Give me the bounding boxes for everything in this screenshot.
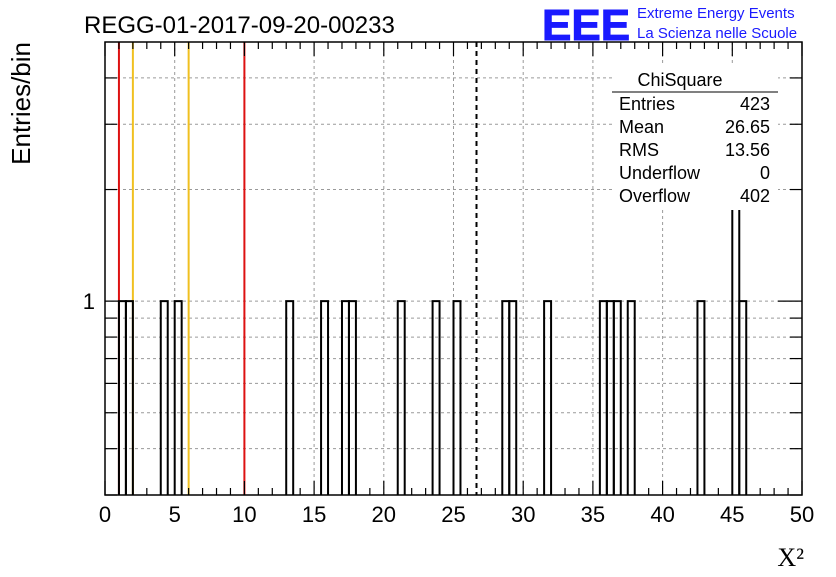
logo-line-1: Extreme Energy Events: [637, 5, 795, 22]
x-tick-label: 30: [511, 502, 535, 527]
y-tick-label: 1: [83, 289, 95, 314]
logo-mark: EEE: [542, 1, 630, 50]
histogram-bar: [396, 300, 406, 495]
logo: EEE Extreme Energy Events La Scienza nel…: [542, 1, 798, 51]
histogram-bar: [452, 300, 462, 495]
histogram-bar: [501, 300, 511, 495]
x-tick-label: 10: [232, 502, 256, 527]
histogram-bar: [124, 300, 134, 495]
histogram-bar: [738, 300, 748, 495]
x-tick-label: 25: [441, 502, 465, 527]
stats-box-rows: Entries 423 Mean 26.65 RMS 13.56 Underflow 0 Ove…: [619, 94, 770, 206]
x-tick-label: 45: [720, 502, 744, 527]
x-tick-label: 15: [302, 502, 326, 527]
histogram-bar: [431, 300, 441, 495]
histogram-bar: [696, 300, 706, 495]
histogram-bar: [117, 300, 127, 495]
stats-row-label: Mean: [619, 117, 664, 137]
histogram-bar: [731, 188, 741, 495]
stats-row-value: 423: [740, 94, 770, 114]
stats-box-bg: [612, 66, 778, 210]
stats-row-value: 26.65: [725, 117, 770, 137]
histogram-bar: [320, 300, 330, 495]
x-axis-label: X²: [777, 543, 804, 572]
y-axis-label: Entries/bin: [6, 42, 36, 165]
histogram-bar: [173, 300, 183, 495]
histogram-bar: [626, 300, 636, 495]
histogram-bar: [598, 300, 608, 495]
stats-row-label: Overflow: [619, 186, 691, 206]
stats-row-label: Underflow: [619, 163, 701, 183]
x-tick-label: 35: [581, 502, 605, 527]
histogram-bar: [340, 300, 350, 495]
x-tick-label: 5: [169, 502, 181, 527]
histogram-bar: [285, 300, 295, 495]
logo-line-2: La Scienza nelle Scuole: [637, 25, 797, 42]
stats-row-label: Entries: [619, 94, 675, 114]
histogram-bar: [543, 300, 553, 495]
histogram-bar: [347, 300, 357, 495]
histogram-bar: [508, 300, 518, 495]
x-tick-label: 20: [372, 502, 396, 527]
stats-row-label: RMS: [619, 140, 659, 160]
reference-lines: [117, 42, 478, 495]
histogram-bar: [612, 300, 622, 495]
chart-title: REGG-01-2017-09-20-00233: [84, 12, 395, 39]
histogram-bars: [117, 188, 748, 495]
x-tick-label: 0: [99, 502, 111, 527]
stats-box-title: ChiSquare: [637, 70, 722, 90]
x-tick-label: 50: [790, 502, 814, 527]
stats-box: ChiSquare Entries 423 Mean 26.65 RMS 13.56 Und…: [612, 66, 778, 210]
stats-row-value: 13.56: [725, 140, 770, 160]
stats-row-value: 0: [760, 163, 770, 183]
histogram-bar: [605, 300, 615, 495]
histogram-bar: [159, 300, 169, 495]
stats-row-value: 402: [740, 186, 770, 206]
axis-ticks: 0 5 10 15 20 25 30 35 40 45 50 1: [83, 42, 814, 527]
x-tick-label: 40: [650, 502, 674, 527]
